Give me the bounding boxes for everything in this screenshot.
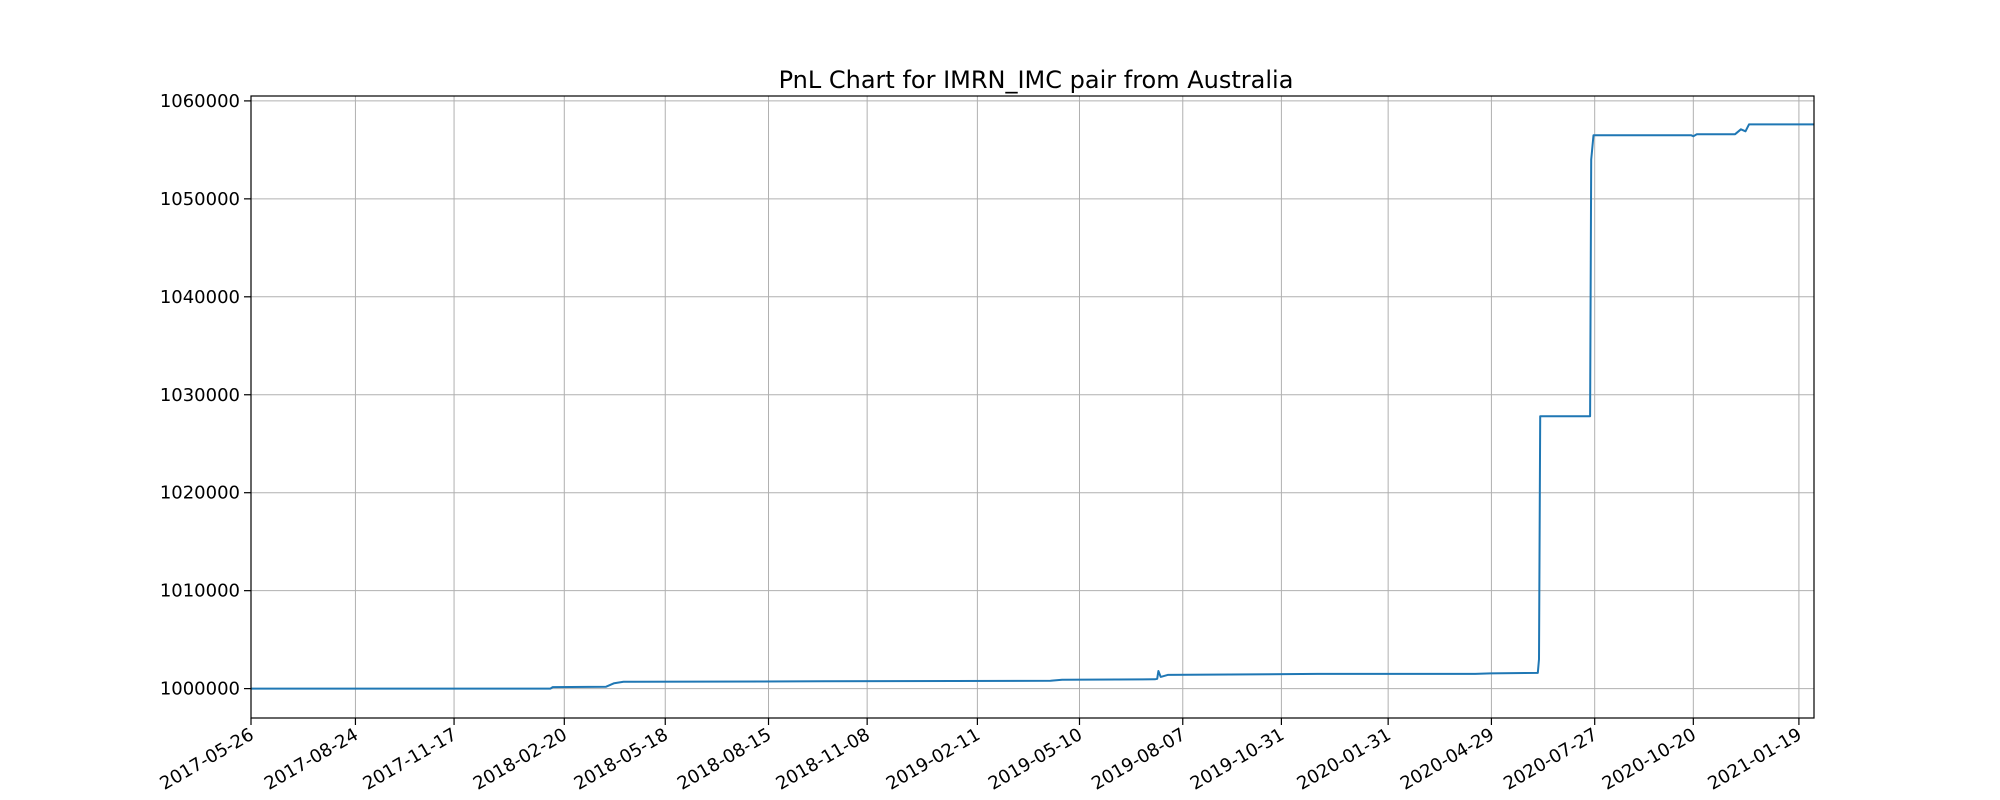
y-tick-label: 1060000 bbox=[160, 91, 240, 112]
y-tick-label: 1050000 bbox=[160, 189, 240, 210]
y-tick-label: 1040000 bbox=[160, 287, 240, 308]
x-tick-label: 2019-05-10 bbox=[985, 724, 1086, 794]
x-tick-label: 2017-11-17 bbox=[359, 724, 460, 794]
x-tick-label: 2018-08-15 bbox=[674, 724, 775, 794]
grid-lines bbox=[250, 96, 1814, 718]
x-tick-label: 2021-01-19 bbox=[1704, 724, 1805, 794]
x-tick-label: 2018-11-08 bbox=[773, 724, 874, 794]
x-tick-label: 2019-10-31 bbox=[1187, 724, 1288, 794]
x-tick-label: 2019-08-07 bbox=[1088, 724, 1189, 794]
y-tick-label: 1030000 bbox=[160, 385, 240, 406]
x-tick-label: 2018-05-18 bbox=[571, 724, 672, 794]
chart-title: PnL Chart for IMRN_IMC pair from Austral… bbox=[779, 66, 1294, 94]
y-axis: 1000000 1010000 1020000 1030000 1040000 10500… bbox=[160, 91, 251, 700]
y-tick-label: 1010000 bbox=[160, 581, 240, 602]
x-tick-label: 2017-08-24 bbox=[261, 724, 362, 794]
x-tick-label: 2017-05-26 bbox=[156, 724, 257, 794]
pnl-series-line bbox=[251, 123, 1814, 690]
plot-frame bbox=[250, 95, 1815, 719]
x-tick-label: 2018-02-20 bbox=[470, 724, 571, 794]
x-tick-label: 2020-04-29 bbox=[1397, 724, 1498, 794]
x-tick-label: 2020-07-27 bbox=[1500, 724, 1601, 794]
x-tick-label: 2019-02-11 bbox=[883, 724, 984, 794]
x-tick-label: 2020-10-20 bbox=[1599, 724, 1700, 794]
y-tick-label: 1000000 bbox=[160, 679, 240, 700]
series-layer bbox=[251, 123, 1814, 690]
x-tick-label: 2020-01-31 bbox=[1294, 724, 1395, 794]
y-tick-label: 1020000 bbox=[160, 483, 240, 504]
